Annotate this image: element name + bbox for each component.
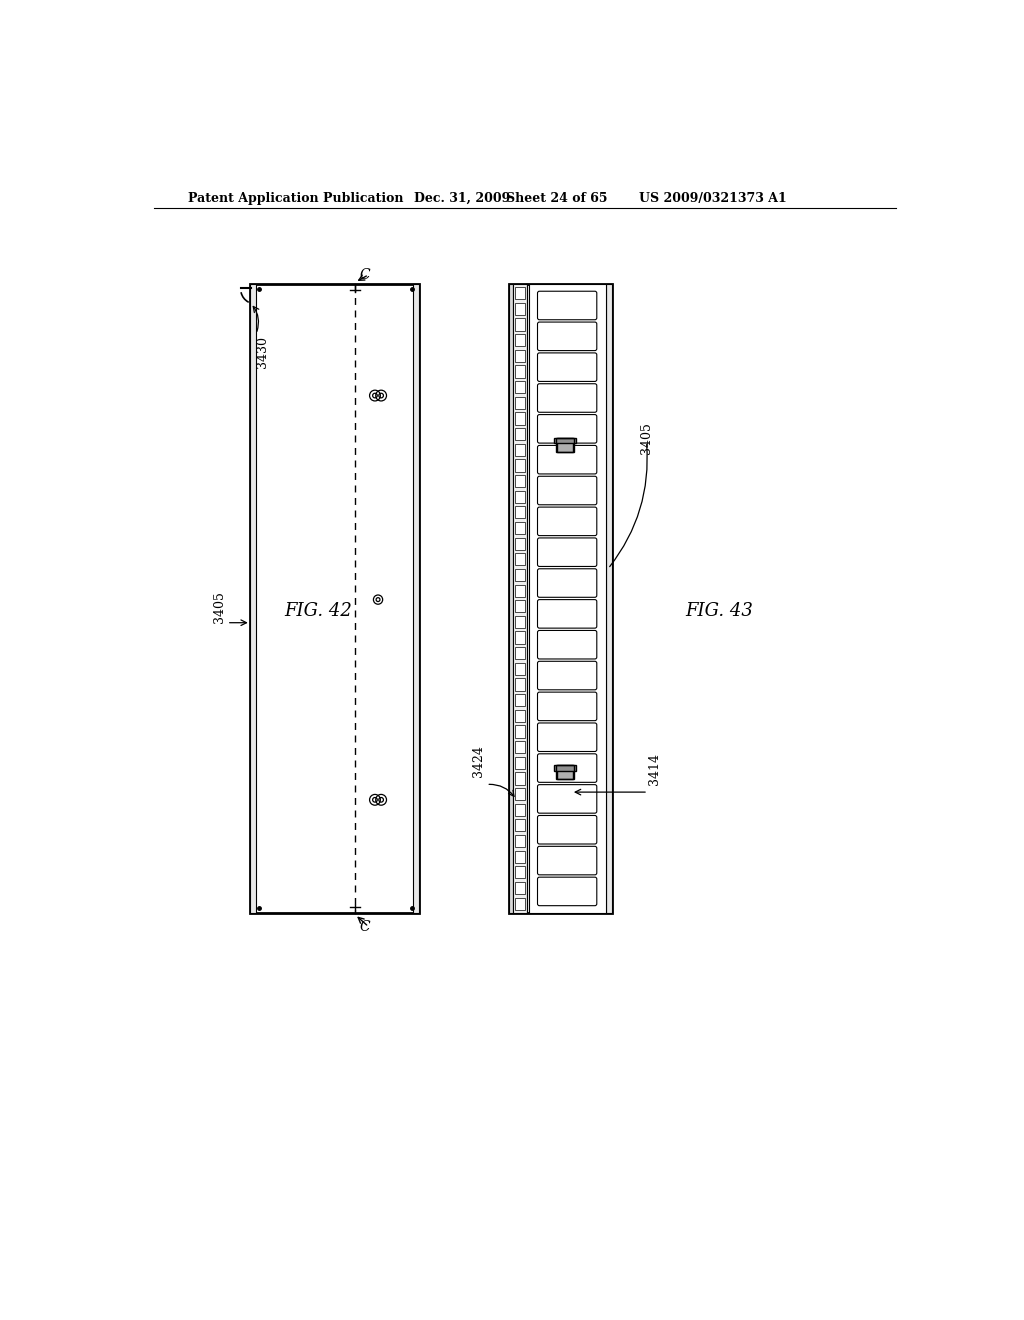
FancyBboxPatch shape xyxy=(538,599,597,628)
Bar xyxy=(515,678,525,690)
Text: US 2009/0321373 A1: US 2009/0321373 A1 xyxy=(639,191,786,205)
Bar xyxy=(515,381,525,393)
Bar xyxy=(513,284,527,913)
Bar xyxy=(515,631,525,644)
Text: FIG. 43: FIG. 43 xyxy=(685,602,753,620)
FancyBboxPatch shape xyxy=(538,569,597,597)
FancyBboxPatch shape xyxy=(538,784,597,813)
Bar xyxy=(509,284,513,913)
Bar xyxy=(515,507,525,519)
FancyBboxPatch shape xyxy=(538,692,597,721)
Bar xyxy=(515,866,525,878)
Text: 3414: 3414 xyxy=(647,752,660,785)
Bar xyxy=(250,284,419,913)
Bar xyxy=(515,366,525,378)
Text: 3430: 3430 xyxy=(256,335,269,368)
Bar xyxy=(515,836,525,847)
FancyBboxPatch shape xyxy=(538,539,597,566)
Bar xyxy=(605,284,611,913)
Text: FIG. 42: FIG. 42 xyxy=(285,602,352,620)
Bar xyxy=(515,820,525,832)
Text: 3405: 3405 xyxy=(213,591,225,623)
Bar xyxy=(515,412,525,425)
Bar xyxy=(515,553,525,565)
Bar xyxy=(515,397,525,409)
FancyBboxPatch shape xyxy=(538,292,597,319)
FancyBboxPatch shape xyxy=(538,631,597,659)
Bar xyxy=(515,647,525,659)
FancyBboxPatch shape xyxy=(538,723,597,751)
Bar xyxy=(515,537,525,550)
FancyBboxPatch shape xyxy=(538,754,597,783)
FancyBboxPatch shape xyxy=(538,507,597,536)
FancyBboxPatch shape xyxy=(538,661,597,690)
Bar xyxy=(515,616,525,628)
Bar xyxy=(515,694,525,706)
Bar xyxy=(515,601,525,612)
Text: Sheet 24 of 65: Sheet 24 of 65 xyxy=(506,191,608,205)
Bar xyxy=(515,756,525,768)
FancyBboxPatch shape xyxy=(538,352,597,381)
Text: C: C xyxy=(359,920,371,933)
FancyBboxPatch shape xyxy=(538,846,597,875)
Text: Patent Application Publication: Patent Application Publication xyxy=(188,191,403,205)
Bar xyxy=(515,772,525,784)
Bar xyxy=(557,438,572,451)
Bar xyxy=(557,766,572,779)
Bar xyxy=(515,663,525,675)
Bar xyxy=(515,318,525,331)
Bar xyxy=(515,334,525,346)
Bar xyxy=(556,766,574,779)
Bar xyxy=(515,741,525,754)
Bar xyxy=(413,284,419,913)
FancyBboxPatch shape xyxy=(538,322,597,351)
Bar xyxy=(515,459,525,471)
Bar xyxy=(515,788,525,800)
Bar xyxy=(515,710,525,722)
Bar xyxy=(250,284,256,913)
Bar xyxy=(515,585,525,597)
Text: C: C xyxy=(359,268,371,281)
Text: 3424: 3424 xyxy=(472,746,485,777)
Bar xyxy=(554,766,575,771)
Bar xyxy=(515,302,525,315)
Bar xyxy=(515,428,525,441)
Bar xyxy=(515,569,525,581)
Bar xyxy=(515,491,525,503)
Bar xyxy=(515,521,525,535)
Text: Dec. 31, 2009: Dec. 31, 2009 xyxy=(414,191,510,205)
Bar xyxy=(528,284,605,913)
FancyBboxPatch shape xyxy=(538,384,597,412)
Bar xyxy=(515,475,525,487)
Bar xyxy=(515,850,525,863)
Bar xyxy=(509,284,611,913)
Bar xyxy=(554,438,575,444)
FancyBboxPatch shape xyxy=(538,445,597,474)
FancyBboxPatch shape xyxy=(538,414,597,444)
FancyBboxPatch shape xyxy=(538,816,597,843)
FancyBboxPatch shape xyxy=(538,878,597,906)
Bar xyxy=(515,350,525,362)
Bar xyxy=(556,438,574,451)
Bar xyxy=(515,882,525,894)
Text: 3405: 3405 xyxy=(640,422,653,454)
Bar xyxy=(515,898,525,909)
Bar xyxy=(515,804,525,816)
Bar xyxy=(515,444,525,455)
Bar xyxy=(515,726,525,738)
FancyBboxPatch shape xyxy=(538,477,597,504)
Bar xyxy=(515,288,525,300)
